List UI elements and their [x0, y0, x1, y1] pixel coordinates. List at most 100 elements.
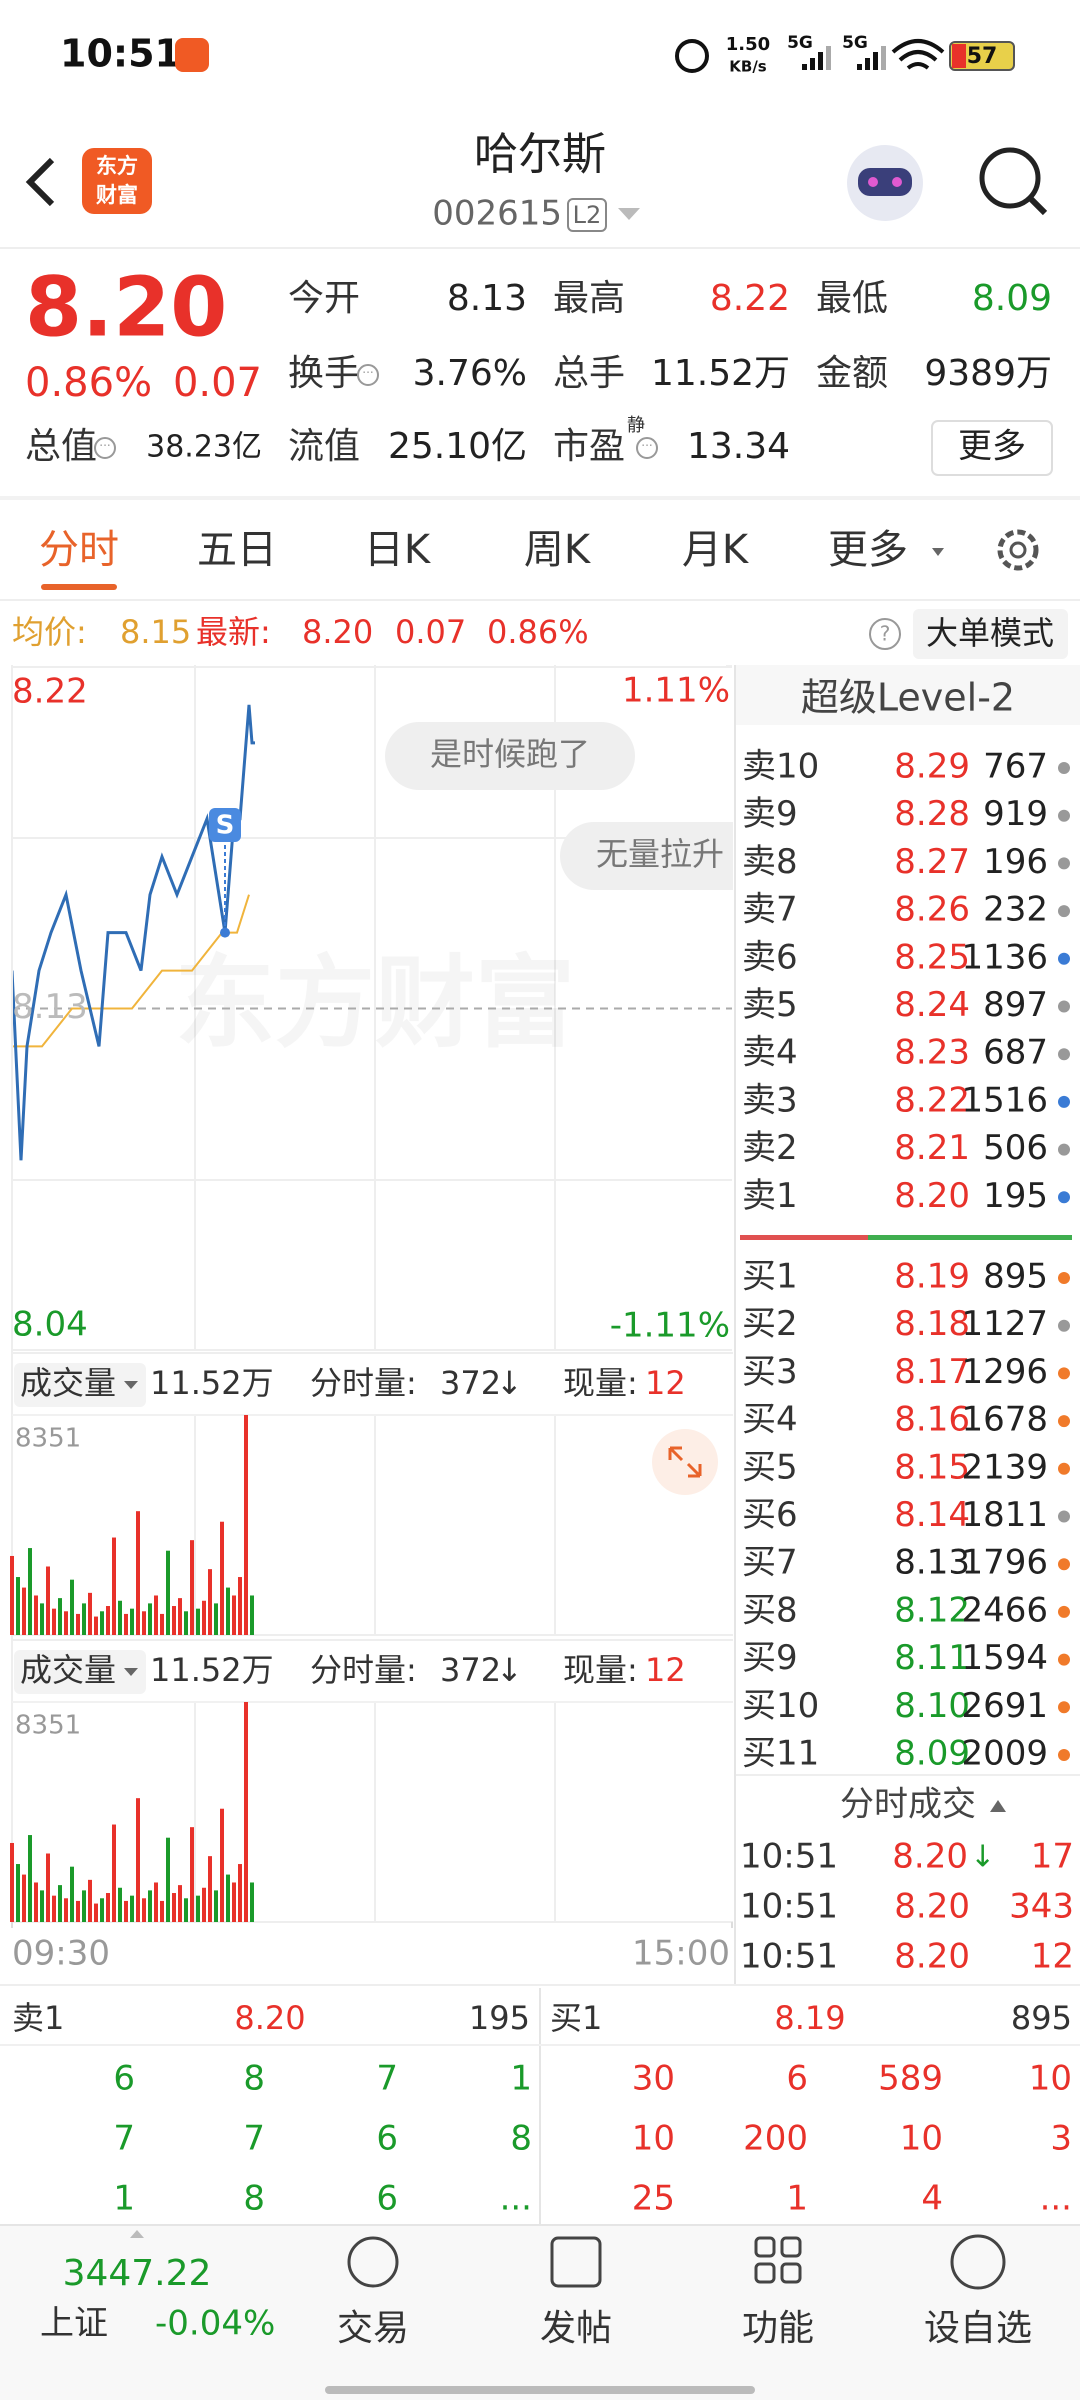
volume-bar [232, 1882, 236, 1922]
level-price: 8.17 [894, 1352, 970, 1392]
y-tick-label: 8351 [15, 1711, 81, 1741]
current-label: 现量: [563, 1364, 638, 1402]
level-volume: 1516 [961, 1080, 1048, 1120]
volume-bar [202, 1887, 206, 1922]
y-tick-label: 8.13 [12, 987, 88, 1027]
level-dot [1058, 1510, 1070, 1523]
trade-price: 8.20 [892, 1837, 968, 1877]
level-price: 8.18 [894, 1304, 970, 1344]
period-arrow: ↓ [496, 1651, 523, 1689]
volume-bar [46, 1566, 50, 1635]
level-dot [1058, 1095, 1070, 1108]
queue-price: 8.20 [234, 1999, 305, 2037]
logo-text: 财富 [96, 183, 138, 207]
trade-price: 8.20 [894, 1887, 970, 1927]
volume-bar [190, 1827, 194, 1922]
pct-tick-label: 1.11% [622, 671, 730, 711]
stat-value: 8.13 [447, 278, 527, 319]
tab[interactable]: 分时 [39, 527, 119, 573]
queue-order: 7 [243, 2119, 265, 2159]
bubble-text[interactable]: 无量拉升 [596, 835, 724, 873]
signal-bar [857, 64, 862, 70]
x-tick-label: 15:00 [632, 1934, 730, 1974]
nav-label[interactable]: 功能 [742, 2308, 814, 2349]
queue-price: 8.19 [774, 1999, 845, 2037]
bubble[interactable] [560, 822, 790, 890]
level-dot [1058, 1605, 1070, 1618]
level-label: 买11 [742, 1734, 819, 1774]
index-value[interactable]: 3447.22 [63, 2253, 212, 2294]
search-button[interactable] [979, 147, 1041, 209]
queue-order: 1 [113, 2179, 135, 2219]
expand-button[interactable] [652, 1429, 718, 1495]
latest-change: 0.07 [395, 613, 466, 651]
level-dot [1058, 809, 1070, 822]
queue-order: 1 [786, 2179, 808, 2219]
level-volume: 2139 [961, 1447, 1048, 1487]
stat-value: 25.10亿 [388, 426, 527, 467]
stat-value: 9389万 [924, 353, 1052, 394]
queue-order: 7 [113, 2119, 135, 2159]
y-tick-label: 8.22 [12, 672, 88, 712]
trade-volume: 17 [1031, 1837, 1074, 1877]
level-volume: 687 [983, 1033, 1048, 1073]
volume-bar [250, 1595, 254, 1635]
wifi-icon [891, 39, 945, 70]
mode-button-text[interactable]: 大单模式 [926, 614, 1054, 652]
level-label: 卖5 [742, 985, 798, 1025]
indicator-select[interactable] [14, 1363, 146, 1407]
volume-bar [154, 1595, 158, 1635]
volume-bar [88, 1879, 92, 1922]
indicator-label: 成交量 [20, 1364, 116, 1402]
trade-volume: 12 [1031, 1937, 1074, 1977]
volume-bar [172, 1893, 176, 1922]
net-unit: KB/s [729, 58, 767, 76]
index-change[interactable]: -0.04% [155, 2304, 275, 2344]
mode-button[interactable] [913, 609, 1068, 659]
tab[interactable]: 更多 [828, 527, 908, 573]
nav-label[interactable]: 交易 [337, 2308, 409, 2349]
volume-bar [10, 1842, 14, 1922]
stat-value: 8.09 [972, 278, 1052, 319]
tab[interactable]: 周K [524, 527, 592, 573]
tab[interactable]: 五日 [197, 527, 277, 573]
level-volume: 2009 [961, 1734, 1048, 1774]
price-line [12, 704, 255, 1161]
volume-bar [106, 1606, 110, 1635]
indicator-select[interactable] [14, 1650, 146, 1694]
level-price: 8.13 [894, 1543, 970, 1583]
nav-label[interactable]: 设自选 [924, 2308, 1032, 2349]
volume-bar [52, 1895, 56, 1922]
level-dot [1058, 1143, 1070, 1156]
tab[interactable]: 日K [364, 527, 432, 573]
queue-volume: 195 [469, 1999, 530, 2037]
level-label: 买5 [742, 1447, 798, 1487]
more-button[interactable] [931, 420, 1053, 476]
latest-label: 最新: [196, 613, 271, 651]
volume-bar [238, 1577, 242, 1635]
volume-bar [214, 1890, 218, 1922]
volume-bar [88, 1592, 92, 1635]
more-button-text[interactable]: 更多 [958, 427, 1026, 467]
trade-time: 10:51 [740, 1937, 838, 1977]
volume-bar [226, 1587, 230, 1635]
volume-bar [130, 1608, 134, 1635]
back-button[interactable] [25, 157, 55, 207]
queue-order: 25 [632, 2179, 675, 2219]
index-name[interactable]: 上证 [40, 2304, 108, 2344]
nav-label[interactable]: 发帖 [540, 2308, 612, 2349]
queue-order: 200 [743, 2119, 808, 2159]
level-price: 8.25 [894, 937, 970, 977]
level-label: 卖4 [742, 1033, 798, 1073]
level-price: 8.09 [894, 1734, 970, 1774]
queue-order: 8 [510, 2119, 532, 2159]
tab[interactable]: 月K [682, 527, 750, 573]
search-handle [1027, 195, 1048, 216]
volume-bar [214, 1603, 218, 1635]
bubble-text[interactable]: 是时候跑了 [430, 735, 590, 773]
level-price: 8.28 [894, 794, 970, 834]
trades-title[interactable]: 分时成交 [840, 1785, 976, 1825]
level-volume: 2691 [961, 1686, 1048, 1726]
settings-button[interactable] [997, 529, 1039, 571]
bubble[interactable] [385, 722, 635, 790]
